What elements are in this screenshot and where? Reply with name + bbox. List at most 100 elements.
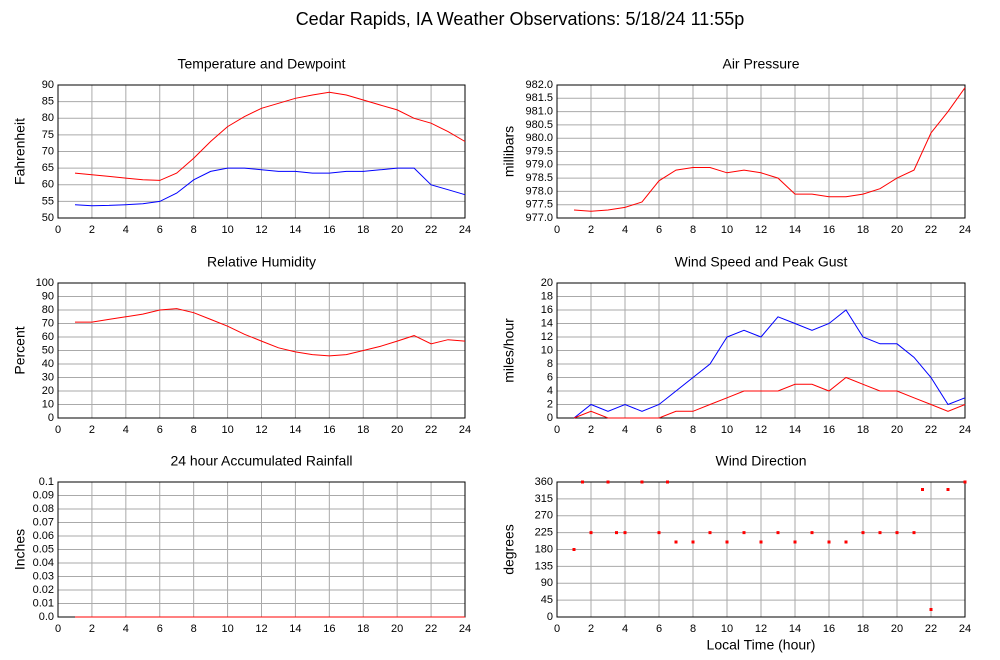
y-tick-label: 50 bbox=[42, 212, 54, 224]
y-tick-label: 978.5 bbox=[525, 172, 553, 184]
data-point bbox=[895, 531, 899, 535]
y-tick-label: 225 bbox=[535, 527, 553, 539]
y-tick-label: 90 bbox=[42, 290, 54, 302]
x-tick-label: 14 bbox=[289, 224, 301, 236]
x-tick-label: 8 bbox=[690, 224, 696, 236]
plot-frame bbox=[57, 282, 466, 419]
x-tick-label: 4 bbox=[123, 424, 129, 436]
y-tick-label: 979.0 bbox=[525, 159, 553, 171]
data-point bbox=[666, 480, 669, 484]
page-title: Cedar Rapids, IA Weather Observations: 5… bbox=[296, 9, 745, 29]
y-tick-label: 85 bbox=[42, 96, 54, 108]
x-tick-label: 8 bbox=[191, 623, 197, 635]
data-point bbox=[759, 540, 763, 544]
x-tick-label: 14 bbox=[789, 623, 801, 635]
y-tick-label: 16 bbox=[541, 304, 553, 316]
y-tick-label: 100 bbox=[36, 277, 54, 289]
data-point bbox=[572, 548, 576, 551]
data-point bbox=[793, 540, 797, 544]
x-tick-label: 20 bbox=[891, 224, 903, 236]
x-tick-label: 16 bbox=[823, 623, 835, 635]
x-tick-label: 16 bbox=[823, 224, 835, 236]
y-tick-label: 70 bbox=[42, 145, 54, 157]
x-tick-label: 24 bbox=[459, 224, 471, 236]
x-tick-label: 2 bbox=[89, 623, 95, 635]
x-tick-label: 24 bbox=[459, 623, 471, 635]
data-point bbox=[691, 540, 695, 544]
data-point bbox=[946, 488, 950, 491]
y-tick-label: 315 bbox=[535, 493, 553, 505]
x-tick-label: 6 bbox=[157, 424, 163, 436]
panel-title: Temperature and Dewpoint bbox=[177, 56, 345, 72]
data-point bbox=[589, 531, 593, 535]
x-tick-label: 2 bbox=[89, 424, 95, 436]
y-tick-label: 0.1 bbox=[39, 476, 54, 488]
x-tick-label: 0 bbox=[554, 623, 560, 635]
y-tick-label: 18 bbox=[541, 290, 553, 302]
y-tick-label: 977.0 bbox=[525, 212, 553, 224]
y-axis-label: millibars bbox=[501, 126, 517, 177]
y-tick-label: 20 bbox=[541, 277, 553, 289]
y-tick-label: 90 bbox=[42, 79, 54, 91]
x-tick-label: 10 bbox=[721, 224, 733, 236]
data-point bbox=[606, 480, 610, 484]
x-tick-label: 22 bbox=[425, 424, 437, 436]
data-line bbox=[573, 376, 966, 419]
data-point bbox=[921, 488, 924, 491]
y-tick-label: 270 bbox=[535, 510, 553, 522]
x-tick-label: 16 bbox=[323, 424, 335, 436]
x-tick-label: 22 bbox=[925, 424, 937, 436]
panel-title: Air Pressure bbox=[722, 56, 799, 72]
y-tick-label: 80 bbox=[42, 112, 54, 124]
x-tick-label: 4 bbox=[622, 224, 628, 236]
data-point bbox=[844, 540, 848, 544]
y-tick-label: 0.06 bbox=[33, 530, 54, 542]
x-tick-label: 24 bbox=[959, 623, 971, 635]
y-tick-label: 981.5 bbox=[525, 92, 553, 104]
y-tick-label: 360 bbox=[535, 476, 553, 488]
x-tick-label: 18 bbox=[357, 224, 369, 236]
x-tick-label: 6 bbox=[157, 224, 163, 236]
data-point bbox=[776, 531, 780, 535]
x-tick-label: 16 bbox=[823, 424, 835, 436]
x-tick-label: 12 bbox=[255, 424, 267, 436]
y-tick-label: 14 bbox=[541, 317, 553, 329]
x-tick-label: 2 bbox=[588, 224, 594, 236]
panel-title: 24 hour Accumulated Rainfall bbox=[170, 453, 352, 469]
x-tick-label: 0 bbox=[55, 424, 61, 436]
data-point bbox=[623, 531, 627, 535]
y-tick-label: 0.09 bbox=[33, 489, 54, 501]
plot-frame bbox=[57, 84, 466, 219]
y-axis-label: Percent bbox=[12, 326, 28, 374]
data-point bbox=[878, 531, 882, 535]
x-tick-label: 20 bbox=[391, 424, 403, 436]
data-line bbox=[74, 91, 466, 181]
data-point bbox=[674, 540, 678, 544]
y-tick-label: 6 bbox=[547, 371, 553, 383]
y-tick-label: 55 bbox=[42, 195, 54, 207]
x-tick-label: 2 bbox=[588, 623, 594, 635]
x-tick-label: 12 bbox=[255, 224, 267, 236]
data-line bbox=[573, 309, 966, 419]
x-tick-label: 8 bbox=[191, 224, 197, 236]
y-tick-label: 0 bbox=[547, 611, 553, 623]
x-tick-label: 12 bbox=[255, 623, 267, 635]
y-tick-label: 0 bbox=[48, 412, 54, 424]
data-point bbox=[861, 531, 865, 535]
x-tick-label: 12 bbox=[755, 224, 767, 236]
data-point bbox=[810, 531, 814, 535]
data-point bbox=[640, 480, 644, 484]
data-point bbox=[725, 540, 729, 544]
y-tick-label: 40 bbox=[42, 358, 54, 370]
x-tick-label: 24 bbox=[959, 424, 971, 436]
data-point bbox=[708, 531, 712, 535]
x-tick-label: 22 bbox=[925, 224, 937, 236]
x-tick-label: 24 bbox=[459, 424, 471, 436]
panel-title: Wind Speed and Peak Gust bbox=[675, 254, 848, 270]
plot-frame bbox=[556, 282, 966, 419]
y-axis-label: Fahrenheit bbox=[12, 118, 28, 185]
y-tick-label: 10 bbox=[541, 344, 553, 356]
y-axis-label: degrees bbox=[501, 524, 517, 575]
x-tick-label: 4 bbox=[622, 623, 628, 635]
